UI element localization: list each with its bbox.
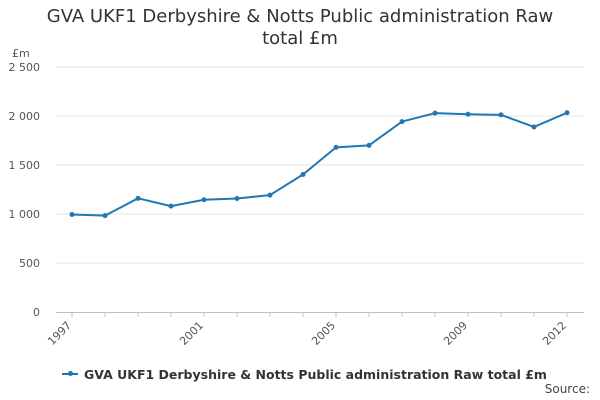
y-tick-label: 1 000 [9, 208, 41, 221]
x-tick-labels: 1997 2001 2005 2009 2012 [45, 319, 569, 348]
y-tick-label: 0 [33, 306, 40, 319]
y-tick-label: 1 500 [9, 159, 41, 172]
legend-line-symbol [62, 369, 78, 379]
data-points [69, 110, 570, 219]
data-point[interactable] [234, 196, 240, 202]
x-tick-label: 1997 [45, 319, 74, 348]
data-point[interactable] [69, 211, 75, 217]
series-line[interactable] [71, 111, 568, 217]
x-tick-label: 2001 [177, 319, 206, 348]
data-point[interactable] [201, 197, 207, 203]
y-tick-label: 500 [19, 257, 40, 270]
grid-lines [56, 66, 584, 264]
data-point[interactable] [168, 203, 174, 209]
data-point[interactable] [267, 192, 273, 198]
data-point[interactable] [102, 213, 108, 219]
legend[interactable]: GVA UKF1 Derbyshire & Notts Public admin… [62, 365, 547, 383]
x-tick-label: 2005 [309, 319, 338, 348]
chart-title: GVA UKF1 Derbyshire & Notts Public admin… [46, 6, 554, 49]
data-point[interactable] [498, 112, 504, 118]
data-point[interactable] [135, 195, 141, 201]
data-point[interactable] [300, 172, 306, 178]
source-label[interactable]: Source: [544, 382, 590, 396]
data-point[interactable] [399, 119, 405, 125]
data-point[interactable] [564, 110, 570, 116]
legend-label: GVA UKF1 Derbyshire & Notts Public admin… [84, 366, 547, 382]
data-point[interactable] [531, 124, 537, 130]
y-tick-labels: 0 500 1 000 1 500 2 000 2 500 [9, 61, 41, 319]
x-tick-label: 2009 [441, 319, 470, 348]
y-tick-label: 2 500 [9, 61, 41, 74]
data-point[interactable] [366, 142, 372, 148]
axes [56, 312, 584, 317]
data-point[interactable] [465, 111, 471, 117]
data-point[interactable] [432, 110, 438, 116]
series-lines [71, 111, 568, 217]
x-tick-label: 2012 [540, 319, 569, 348]
y-tick-label: 2 000 [9, 110, 41, 123]
data-point[interactable] [333, 144, 339, 150]
y-axis-label: £m [12, 47, 30, 60]
